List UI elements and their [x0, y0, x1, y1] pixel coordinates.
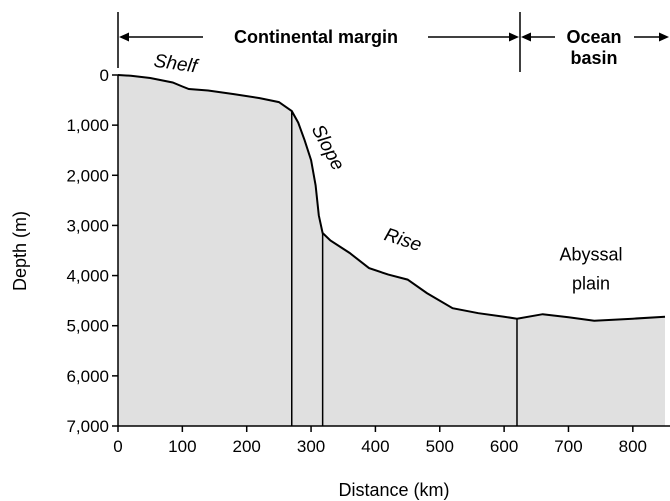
x-tick-label: 700 — [554, 437, 582, 456]
y-tick-label: 7,000 — [66, 417, 109, 436]
region-label-continental-margin: Continental margin — [234, 27, 398, 47]
x-tick-label: 500 — [426, 437, 454, 456]
region-label-ocean: Ocean — [566, 27, 621, 47]
region-dividers — [291, 111, 518, 426]
x-tick-label: 0 — [113, 437, 122, 456]
seafloor-profile-line — [117, 74, 666, 322]
region-brackets: Continental margin Ocean basin — [117, 12, 669, 72]
annotation-plain: plain — [572, 274, 610, 294]
annotation-abyssal: Abyssal — [559, 245, 622, 265]
x-axis-ticks: 0 100 200 300 400 500 600 700 800 — [113, 426, 647, 456]
basin-arrow-right-head — [659, 32, 669, 42]
annotation-shelf: Shelf — [152, 51, 200, 78]
y-tick-label: 2,000 — [66, 166, 109, 185]
basin-arrow-left-head — [521, 32, 531, 42]
margin-arrow-left-head — [119, 32, 129, 42]
y-tick-label: 6,000 — [66, 367, 109, 386]
x-tick-label: 800 — [619, 437, 647, 456]
seafloor-area — [118, 75, 665, 426]
annotation-rise: Rise — [382, 224, 425, 256]
y-tick-label: 3,000 — [66, 216, 109, 235]
x-axis-title: Distance (km) — [338, 480, 449, 500]
y-tick-label: 1,000 — [66, 116, 109, 135]
y-tick-label: 5,000 — [66, 317, 109, 336]
y-axis-title: Depth (m) — [10, 211, 30, 291]
y-tick-label: 0 — [100, 66, 109, 85]
region-label-basin: basin — [570, 48, 617, 68]
x-tick-label: 100 — [168, 437, 196, 456]
y-tick-label: 4,000 — [66, 267, 109, 286]
margin-arrow-right-head — [509, 32, 519, 42]
y-axis-ticks: 0 1,000 2,000 3,000 4,000 5,000 6,000 7,000 — [66, 66, 118, 436]
x-tick-label: 600 — [490, 437, 518, 456]
x-tick-label: 400 — [361, 437, 389, 456]
x-tick-label: 300 — [297, 437, 325, 456]
x-tick-label: 200 — [233, 437, 261, 456]
